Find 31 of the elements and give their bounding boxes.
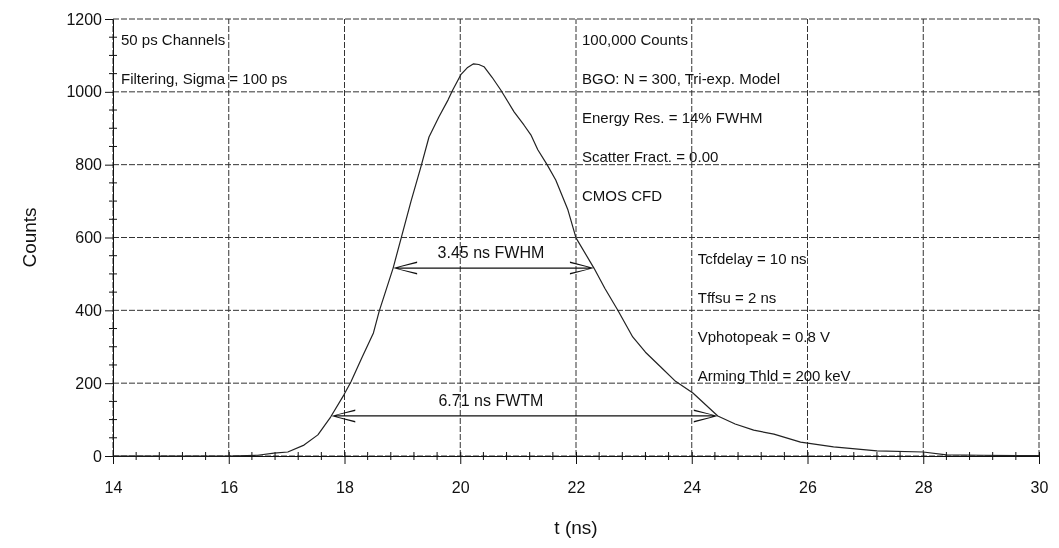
annotation: CMOS CFD [582,187,663,204]
x-tick-label: 14 [104,478,123,496]
x-tick-label: 26 [799,478,817,496]
x-axis-title: t (ns) [554,517,598,538]
annotation: BGO: N = 300, Tri-exp. Model [582,70,780,87]
annotation: 3.45 ns FWHM [437,244,545,262]
y-tick-label: 800 [75,156,103,174]
y-tick-label: 600 [75,229,103,247]
annotation: Energy Res. = 14% FWHM [582,109,763,126]
y-axis-title: Counts [19,207,40,268]
annotation: 6.71 ns FWTM [438,391,544,409]
annotation: Arming Thld = 200 keV [697,366,851,384]
y-tick-label: 1200 [66,10,103,28]
annotation: Vphotopeak = 0.8 V [697,327,830,345]
annotation: 100,000 Counts [582,31,688,48]
y-tick-label: 1000 [66,83,103,101]
x-tick-label: 16 [220,478,239,496]
y-tick-label: 200 [75,374,103,392]
x-tick-label: 28 [914,478,933,496]
annotation: 50 ps Channels [121,31,226,48]
annotation: Scatter Fract. = 0.00 [582,148,719,165]
x-tick-label: 30 [1030,478,1049,496]
x-tick-label: 24 [683,478,702,496]
y-tick-label: 400 [75,301,103,319]
annotation: Filtering, Sigma = 100 ps [121,70,288,87]
annotation: Tffsu = 2 ns [697,288,777,306]
x-tick-label: 18 [336,478,354,496]
y-tick-label: 0 [93,447,103,465]
annotation: Tcfdelay = 10 ns [697,249,807,267]
x-tick-label: 22 [567,478,586,496]
x-tick-label: 20 [451,478,470,496]
